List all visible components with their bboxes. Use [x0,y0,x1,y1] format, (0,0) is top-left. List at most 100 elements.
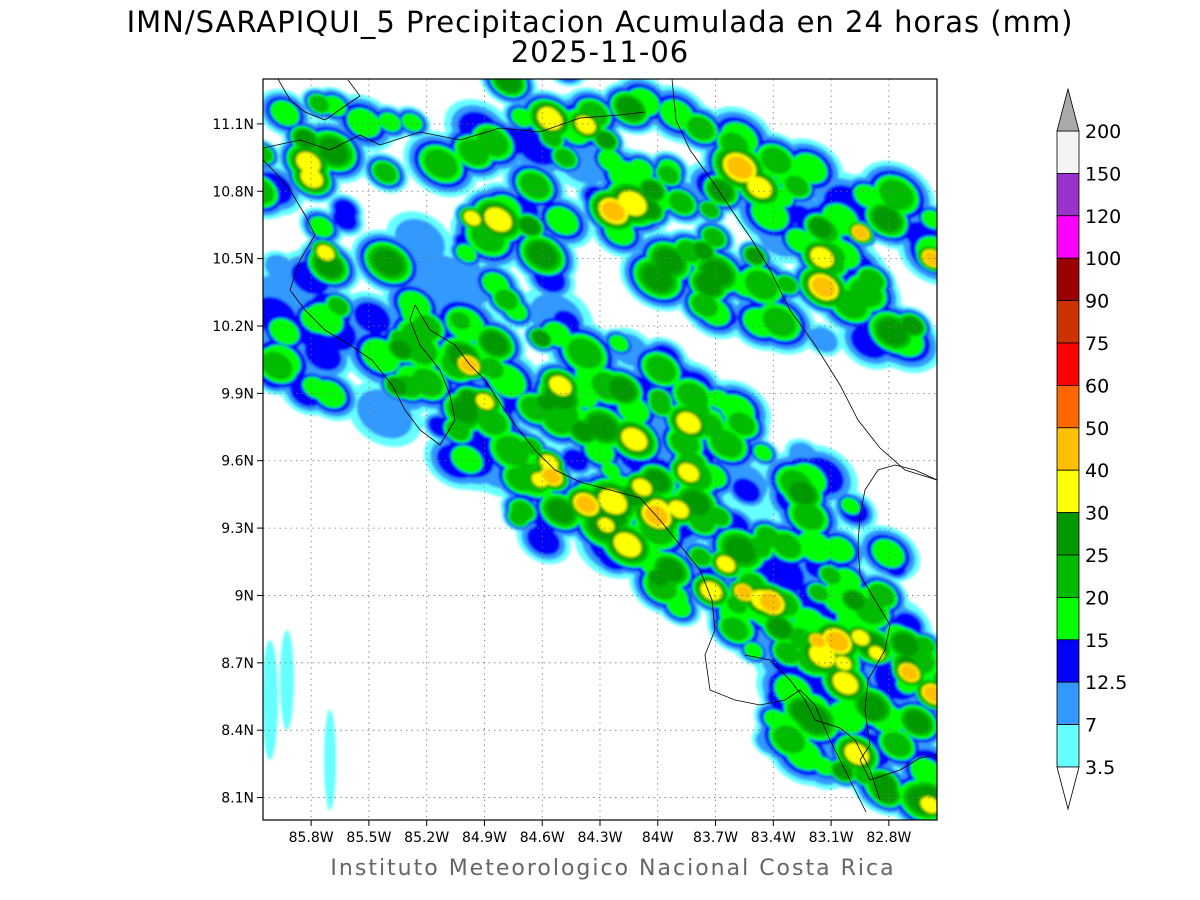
nicaragua-border [263,111,646,151]
rain-contour [773,725,806,754]
rain-contour [923,685,937,703]
rain-contour [789,628,815,651]
rain-contour [270,100,300,127]
tick-label-lat: 10.2N [212,319,254,335]
colorbar-swatch [1056,384,1080,429]
colorbar-level-label: 3.5 [1085,757,1115,779]
rain-contour [711,430,743,458]
rain-contour [504,44,534,72]
colorbar-level-label: 30 [1085,503,1109,525]
rain-contour [547,499,574,524]
colorbar-under-arrow [1056,766,1080,811]
rain-contour [900,664,918,681]
rain-contour [500,40,537,75]
rain-contour [601,200,625,222]
tick-label-lat: 9.3N [221,521,254,537]
rain-contour [789,481,816,505]
colorbar-level-label: 15 [1085,630,1109,652]
tick-label-lat: 9N [235,588,254,604]
rain-contour [700,581,722,601]
rain-contour [464,210,481,226]
panama-border [857,464,937,781]
colorbar-swatch [1056,427,1080,471]
tick-label-lon: 83.4W [751,830,796,846]
rain-contour [687,116,714,141]
rain-contour [549,376,572,396]
rain-contour [263,351,293,380]
colorbar-level-label: 120 [1085,206,1121,228]
precipitation-field [263,36,937,820]
map-date: 2025-11-06 [510,35,690,69]
rain-contour [694,242,713,259]
colorbar-swatch [1056,469,1080,514]
rain-contour [726,156,753,179]
colorbar-level-label: 7 [1085,715,1097,737]
rain-contour [921,209,937,229]
tick-label-lat: 9.9N [221,386,254,402]
rain-contour [811,276,836,298]
tick-label-lon: 84.9W [462,830,507,846]
colorbar-swatch [1056,172,1080,217]
rain-contour [893,633,919,656]
rain-contour [852,630,870,646]
rain-contour [300,168,323,188]
rain-contour [567,338,602,369]
rain-contour [609,378,635,401]
rain-contour [609,334,629,352]
rain-contour [882,732,912,757]
rain-contour [405,336,437,365]
rain-contour [476,393,494,410]
tick-label-lat: 11.1N [212,117,254,133]
rain-contour [825,631,849,652]
rain-contour [869,646,885,660]
rain-contour [910,757,937,787]
rain-contour [690,548,711,566]
rain-contour [373,249,404,276]
rain-contour [296,152,321,174]
rain-contour [809,584,828,601]
tick-label-lon: 85.5W [346,830,391,846]
rain-contour [670,430,700,456]
rain-contour [554,148,576,167]
rain-contour [743,642,764,660]
colorbar-swatch [1056,724,1080,768]
rain-contour [309,216,334,238]
colorbar-swatch [1056,681,1080,726]
tick-label-lon: 85.8W [289,830,334,846]
rain-contour [701,202,719,218]
footer-credit: Instituto Meteorologico Nacional Costa R… [330,856,896,881]
rain-contour [378,112,402,132]
rain-contour [532,330,550,346]
rain-contour [333,198,358,220]
coastline-borders [263,79,937,813]
colorbar-swatch [1056,512,1080,556]
rain-contour [424,149,458,179]
rain-contour [692,294,718,317]
colorbar-swatch [1056,342,1080,386]
rain-contour [832,672,859,695]
colorbar-level-label: 150 [1085,163,1121,185]
rain-contour [324,710,336,810]
colorbar-over-arrow [1056,87,1080,132]
rain-contour [484,207,512,232]
rain-contour [346,108,381,138]
caribbean-coast [671,79,937,481]
tick-label-lat: 10.5N [212,252,254,268]
rain-contour [601,462,621,479]
colorbar-swatch [1056,215,1080,259]
rain-contour [495,289,519,310]
tick-label-lon: 84W [642,830,674,846]
rain-contour [496,36,541,78]
rain-contour [557,45,591,77]
rain-contour [716,555,736,573]
rain-contour [650,390,670,408]
rain-contour [854,768,874,784]
rain-contour [761,147,792,174]
tick-label-lat: 8.7N [221,656,254,672]
rain-contour [879,179,914,210]
rain-contour [563,449,589,472]
rain-contour [853,184,881,208]
rain-contour [495,435,530,466]
rain-contour [328,297,349,316]
colorbar-level-label: 90 [1085,291,1109,313]
